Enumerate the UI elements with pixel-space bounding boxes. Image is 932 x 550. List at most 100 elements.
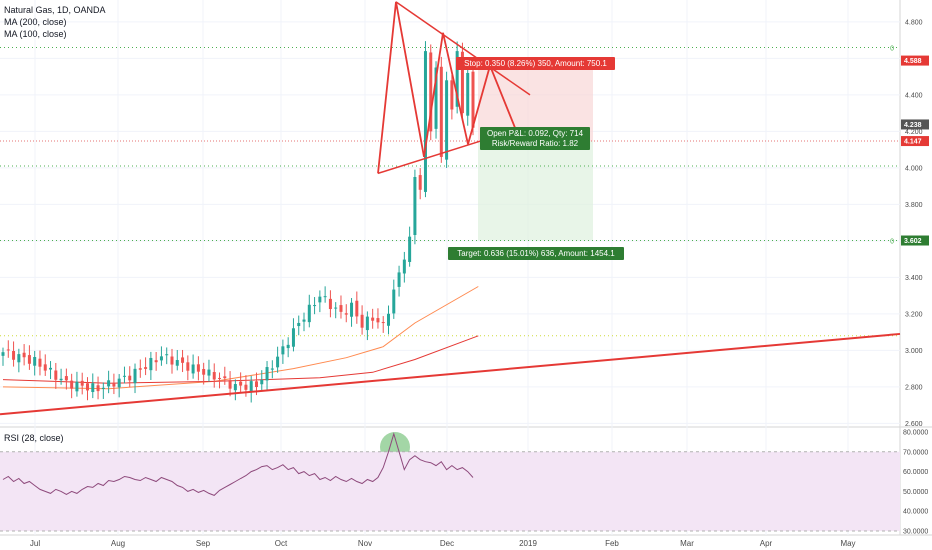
candle-body <box>244 384 248 390</box>
time-tick-label: Feb <box>605 539 619 548</box>
candle-body <box>38 358 42 367</box>
time-tick-label: Oct <box>275 539 288 548</box>
ma200-legend[interactable]: MA (200, close) <box>4 17 67 27</box>
candle-body <box>196 364 200 372</box>
candle-body <box>254 381 258 387</box>
candle-body <box>471 71 475 128</box>
candle-body <box>6 349 10 351</box>
candle-body <box>249 381 253 393</box>
candle-body <box>112 382 116 387</box>
candle-body <box>418 175 422 190</box>
candle-body <box>265 367 269 381</box>
candle-body <box>413 177 417 236</box>
candle-body <box>460 51 464 114</box>
time-tick-label: Dec <box>440 539 454 548</box>
time-axis[interactable]: Jul Aug Sep Oct Nov Dec 2019 Feb Mar Apr May <box>30 539 856 548</box>
candle-body <box>276 356 280 368</box>
candle-body <box>138 368 142 370</box>
time-tick-label: Aug <box>111 539 125 548</box>
price-tag <box>901 119 929 130</box>
candle-body <box>350 302 354 317</box>
fib-label-bottom: 0 <box>890 239 894 246</box>
rsi-band <box>0 451 900 532</box>
candle-body <box>323 296 327 298</box>
candle-body <box>397 272 401 287</box>
candle-body <box>286 344 290 349</box>
candle-body <box>371 317 375 321</box>
candle-body <box>270 368 274 370</box>
price-tag <box>901 235 929 246</box>
candle-body <box>297 322 301 327</box>
candle-body <box>228 380 232 389</box>
rsi-line <box>2 432 474 496</box>
candle-body <box>376 318 380 323</box>
candle-body <box>281 346 285 355</box>
time-tick-label: Sep <box>196 539 211 548</box>
rsi-tick-label: 70.0000 <box>903 449 928 456</box>
position-labels: Stop: 0.350 (8.26%) 350, Amount: 750.1 Op… <box>448 57 624 260</box>
candle-body <box>360 314 364 328</box>
candle-body <box>408 236 412 262</box>
rsi-legend[interactable]: RSI (28, close) <box>4 433 64 443</box>
price-tag-text: 3.602 <box>904 238 922 245</box>
symbol-legend[interactable]: Natural Gas, 1D, OANDA <box>4 5 106 15</box>
target-label-text: Target: 0.636 (15.01%) 636, Amount: 1454… <box>457 249 615 258</box>
candle-body <box>402 259 406 274</box>
candle-body <box>159 356 163 361</box>
price-tick-label: 4.800 <box>905 19 923 26</box>
time-tick-label: Nov <box>358 539 372 548</box>
candle-body <box>181 357 185 363</box>
candle-body <box>133 368 137 384</box>
candle-body <box>170 356 174 365</box>
price-pane[interactable] <box>0 0 900 427</box>
candle-body <box>207 369 211 376</box>
rsi-tick-label: 50.0000 <box>903 489 928 496</box>
stop-label: Stop: 0.350 (8.26%) 350, Amount: 750.1 <box>456 57 615 70</box>
price-tick-label: 2.800 <box>905 384 923 391</box>
pnl-label-text: Open P&L: 0.092, Qty: 714 <box>487 129 584 138</box>
candle-body <box>260 379 264 385</box>
target-label: Target: 0.636 (15.01%) 636, Amount: 1454… <box>448 247 624 260</box>
candle-body <box>429 52 433 132</box>
price-tag-text: 4.147 <box>904 139 922 146</box>
rsi-tick-label: 60.0000 <box>903 469 928 476</box>
candle-body <box>49 367 53 370</box>
candle-body <box>445 80 449 160</box>
candle-body <box>75 381 79 392</box>
candle-body <box>117 378 121 388</box>
candle-body <box>392 289 396 314</box>
candle-body <box>154 360 158 363</box>
target-zone <box>478 141 593 241</box>
candle-body <box>223 376 227 379</box>
rsi-pane[interactable]: 30.0000 40.0000 50.0000 60.0000 70.0000 80.00… <box>0 429 928 536</box>
price-tick-label: 3.200 <box>905 311 923 318</box>
candle-body <box>91 383 95 393</box>
ma100-legend[interactable]: MA (100, close) <box>4 29 67 39</box>
candles-layer[interactable] <box>1 41 475 403</box>
candle-body <box>239 381 243 386</box>
candle-body <box>128 375 132 381</box>
candle-body <box>54 370 58 380</box>
position-zones: 00 <box>0 45 900 337</box>
ma100-line <box>2 286 479 390</box>
price-axis[interactable]: 2.6002.8003.0003.2003.4003.6003.8004.000… <box>901 19 929 428</box>
time-tick-label: 2019 <box>519 539 537 548</box>
price-tick-label: 2.600 <box>905 421 923 428</box>
long-trendline <box>0 332 901 416</box>
candle-body <box>450 80 454 110</box>
candle-body <box>455 51 459 107</box>
candle-body <box>355 300 359 317</box>
candle-body <box>59 378 63 381</box>
candle-body <box>22 352 26 358</box>
price-tag <box>901 55 929 66</box>
candle-body <box>144 367 148 369</box>
candle-body <box>334 307 338 309</box>
candle-body <box>17 354 21 363</box>
candle-body <box>212 372 216 380</box>
candle-body <box>302 319 306 322</box>
candle-body <box>439 66 443 157</box>
candle-body <box>165 354 169 356</box>
price-tick-label: 3.800 <box>905 202 923 209</box>
